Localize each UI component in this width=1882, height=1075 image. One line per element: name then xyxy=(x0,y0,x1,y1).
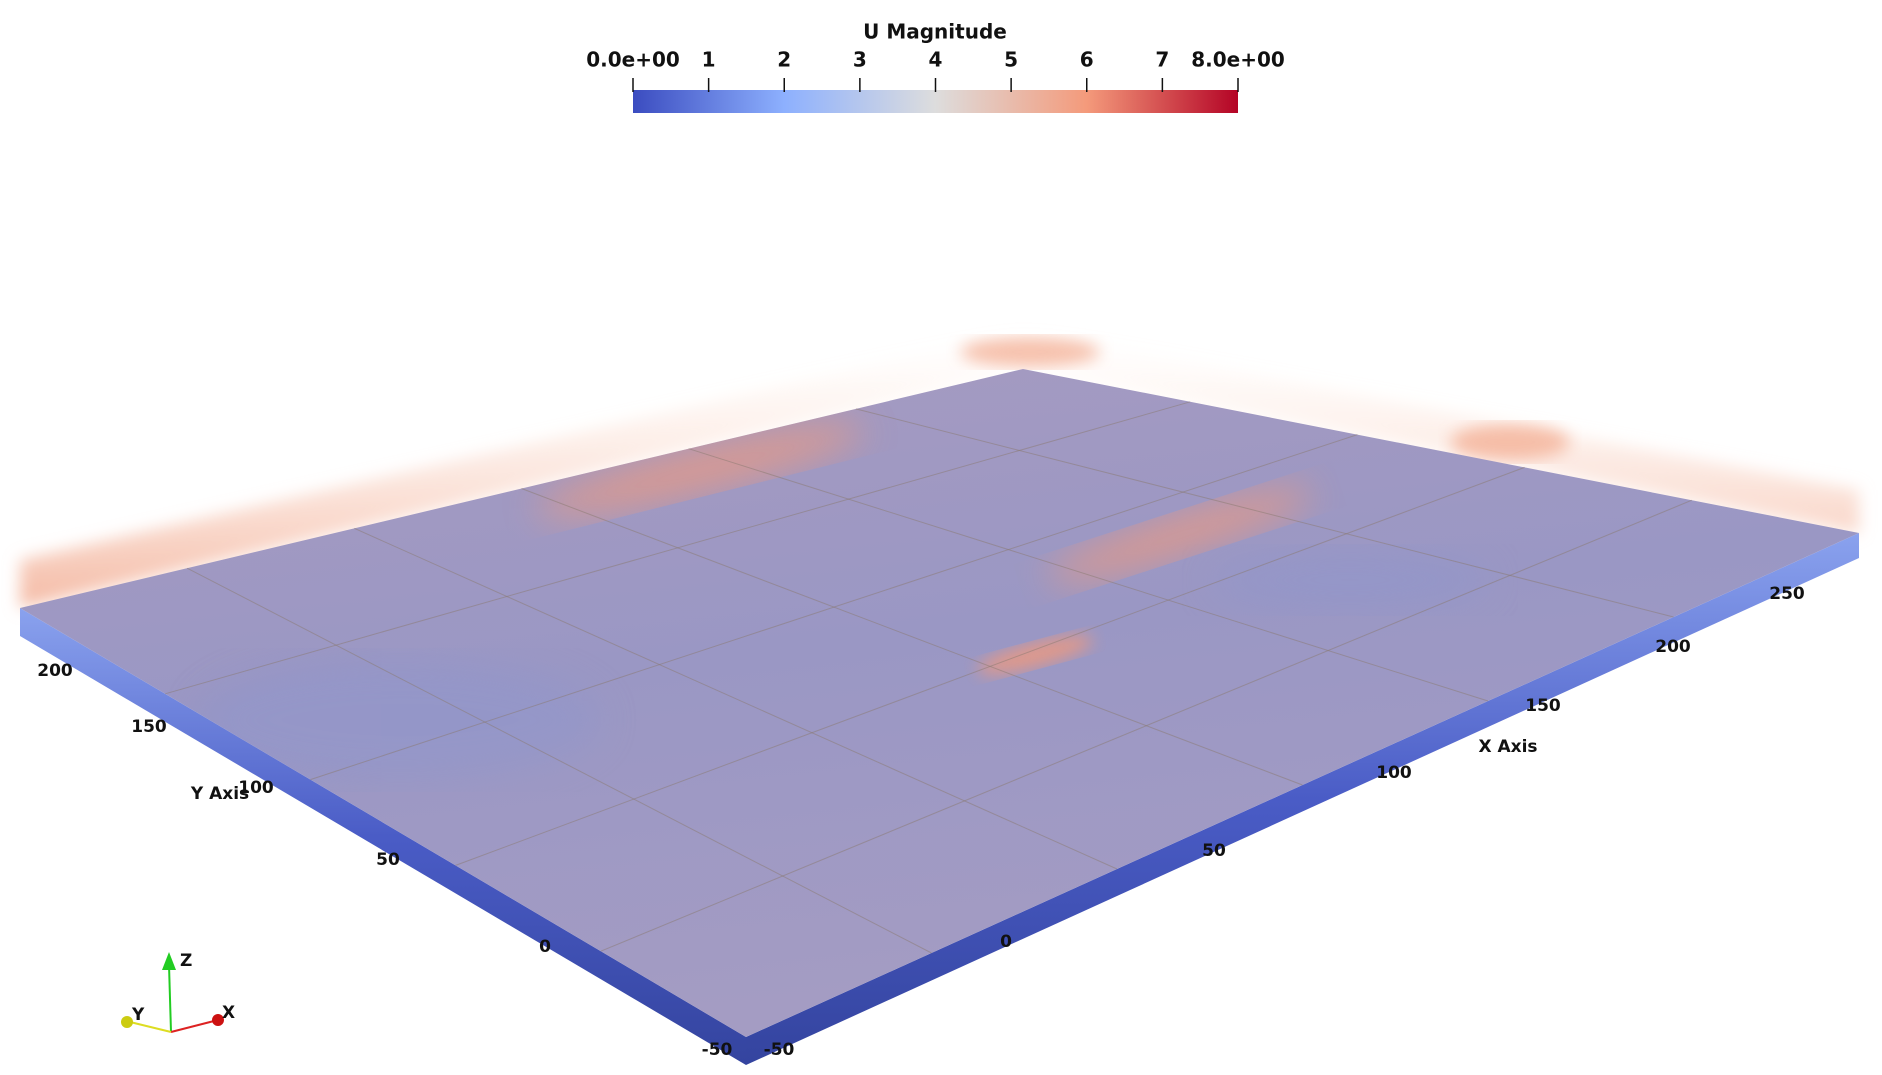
colorbar-tick-label: 1 xyxy=(702,48,716,72)
grid-line xyxy=(165,401,1191,695)
y-tick-label: 0 xyxy=(539,937,551,957)
y-tick-label: 200 xyxy=(37,661,73,681)
surface-haze xyxy=(20,330,1859,608)
colorbar xyxy=(633,90,1238,113)
colorbar-ticks: 0.0e+00 1 2 3 4 5 6 7 8.0e+00 xyxy=(586,48,1285,92)
y-tick-label: 100 xyxy=(238,778,274,798)
surface-bump xyxy=(960,337,1100,367)
surface-grid xyxy=(165,401,1692,954)
colorbar-tick-label: 4 xyxy=(929,48,943,72)
colorbar-tick-label: 8.0e+00 xyxy=(1191,48,1285,72)
y-tick-label: -50 xyxy=(702,1040,733,1060)
x-tick-label: 200 xyxy=(1655,637,1691,657)
orientation-y-label: Y xyxy=(131,1005,145,1025)
colorbar-title: U Magnitude xyxy=(863,20,1007,44)
grid-line xyxy=(600,499,1692,952)
y-tick-label: 150 xyxy=(131,717,167,737)
y-axis-label: Y Axis xyxy=(190,784,249,804)
grid-line xyxy=(186,567,932,954)
colorbar-tick-label: 2 xyxy=(777,48,791,72)
x-tick-label: 100 xyxy=(1376,763,1412,783)
grid-line xyxy=(455,466,1525,866)
orientation-axes: Z X Y xyxy=(121,951,235,1033)
orientation-z-label: Z xyxy=(180,951,192,971)
plate-surface xyxy=(20,369,1859,1037)
x-tick-label: -50 xyxy=(764,1040,795,1060)
grid-line xyxy=(310,434,1358,781)
colorbar-tick-label: 3 xyxy=(853,48,867,72)
colorbar-tick-label: 6 xyxy=(1080,48,1094,72)
x-tick-label: 50 xyxy=(1202,841,1226,861)
cube-axes: -50 0 50 100 150 200 250 -50 0 50 100 150 200 xyxy=(37,584,1805,1060)
grid-line xyxy=(354,527,1118,870)
colorbar-tick-label: 5 xyxy=(1004,48,1018,72)
surface-patches xyxy=(200,423,1490,780)
grid-line xyxy=(521,488,1303,786)
colorbar-tick-label: 7 xyxy=(1155,48,1169,72)
orientation-x-label: X xyxy=(222,1003,235,1023)
grid-line xyxy=(855,408,1674,618)
plate-side xyxy=(20,608,746,1065)
y-tick-label: 50 xyxy=(376,850,400,870)
plate-side xyxy=(746,533,1859,1065)
grid-line xyxy=(688,448,1489,702)
x-axis-label: X Axis xyxy=(1478,737,1537,757)
colorbar-tick-label: 0.0e+00 xyxy=(586,48,680,72)
surface-bump xyxy=(1450,424,1570,460)
x-tick-label: 150 xyxy=(1525,696,1561,716)
x-tick-label: 0 xyxy=(1000,932,1012,952)
x-tick-label: 250 xyxy=(1769,584,1805,604)
